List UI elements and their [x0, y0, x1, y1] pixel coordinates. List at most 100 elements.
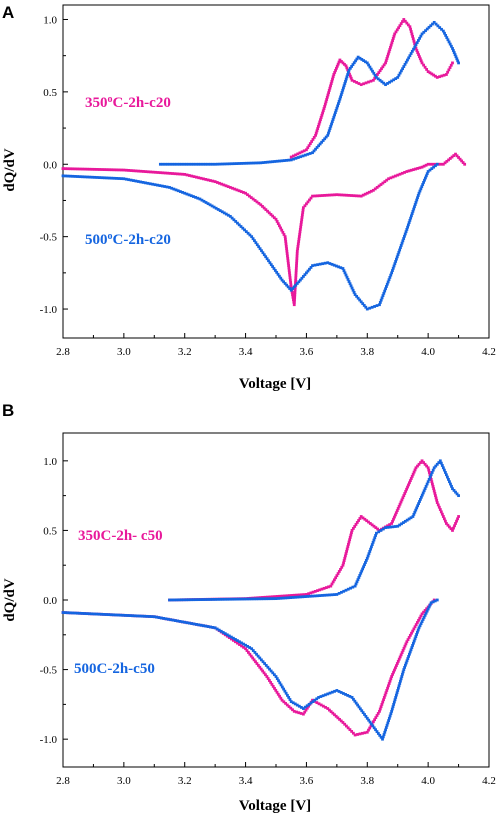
data-point-series-500 [375, 730, 379, 733]
data-point-series-500 [425, 27, 429, 31]
data-point-series-350 [283, 594, 286, 598]
data-point-series-500 [330, 122, 333, 126]
data-point-series-500 [361, 567, 365, 571]
data-point-series-350 [294, 153, 297, 157]
data-point-series-500 [229, 635, 233, 639]
y-tick-label: -1.0 [40, 304, 58, 316]
data-point-series-350 [261, 205, 264, 208]
data-point-series-350 [434, 496, 438, 500]
data-point-series-500 [341, 267, 345, 270]
data-point-series-350 [132, 169, 135, 173]
data-point-series-350 [168, 171, 172, 175]
data-point-series-500 [248, 646, 252, 649]
data-point-series-350 [391, 175, 395, 179]
data-point-series-500 [300, 276, 304, 280]
data-point-series-350 [226, 185, 230, 188]
data-point-series-350 [345, 66, 349, 70]
data-point-series-500 [223, 162, 227, 166]
data-point-series-350 [443, 519, 447, 523]
data-point-series-500 [352, 697, 355, 701]
data-point-series-500 [398, 682, 402, 685]
data-point-series-500 [213, 626, 217, 630]
data-point-series-500 [434, 22, 438, 26]
data-point-series-350 [296, 152, 300, 156]
data-point-series-350 [425, 607, 429, 611]
data-point-series-500 [436, 24, 440, 28]
x-tick-label: 2.8 [56, 346, 70, 358]
data-point-series-500 [411, 644, 415, 647]
data-point-series-350 [282, 233, 286, 236]
data-point-series-500 [418, 189, 422, 193]
data-point-series-350 [289, 706, 293, 710]
data-point-series-500 [153, 183, 157, 187]
data-point-series-500 [266, 160, 270, 164]
data-point-series-500 [250, 235, 254, 239]
data-point-series-500 [341, 88, 345, 92]
data-point-series-500 [348, 282, 352, 286]
data-point-series-500 [428, 603, 432, 607]
data-point-series-350 [389, 43, 393, 47]
data-point-series-500 [351, 585, 355, 589]
data-point-series-350 [344, 64, 348, 68]
data-point-series-500 [417, 191, 421, 195]
data-point-series-500 [324, 693, 327, 697]
data-point-series-350 [298, 228, 302, 231]
data-point-series-350 [187, 174, 191, 177]
data-point-series-500 [340, 91, 344, 94]
data-point-series-350 [269, 213, 273, 216]
data-point-series-500 [399, 677, 403, 681]
data-point-series-500 [356, 703, 360, 707]
data-point-series-500 [246, 644, 249, 648]
data-point-series-350 [315, 194, 319, 198]
data-point-series-350 [349, 533, 353, 537]
data-point-series-350 [403, 19, 407, 23]
data-point-series-500 [192, 195, 195, 198]
data-point-series-350 [384, 59, 388, 63]
data-point-series-500 [299, 705, 303, 709]
data-point-series-500 [361, 302, 365, 306]
data-point-series-350 [313, 194, 317, 198]
x-tick-label: 4.2 [482, 775, 496, 787]
data-point-series-500 [311, 151, 314, 155]
data-point-series-350 [166, 171, 170, 175]
data-point-series-500 [243, 228, 246, 232]
data-point-series-350 [115, 168, 118, 172]
data-point-series-500 [410, 212, 414, 215]
data-point-series-500 [412, 47, 415, 51]
data-point-series-500 [256, 654, 260, 658]
data-point-series-500 [206, 625, 210, 628]
data-point-series-500 [162, 617, 166, 620]
data-point-series-500 [408, 652, 411, 656]
data-point-series-500 [384, 728, 387, 732]
data-point-series-500 [393, 525, 397, 528]
data-point-series-350 [289, 285, 293, 289]
data-point-series-350 [308, 142, 312, 145]
data-point-series-500 [443, 471, 447, 474]
data-point-series-350 [245, 649, 249, 652]
data-point-series-500 [425, 482, 429, 486]
data-point-series-350 [242, 645, 245, 649]
data-point-series-350 [361, 516, 365, 520]
data-point-series-500 [129, 178, 133, 182]
data-point-series-350 [406, 23, 410, 27]
data-point-series-500 [98, 176, 101, 179]
data-point-series-350 [398, 24, 402, 28]
data-point-series-500 [265, 257, 269, 261]
data-point-series-350 [95, 168, 99, 171]
data-point-series-350 [348, 535, 352, 539]
data-point-series-350 [402, 646, 406, 650]
data-point-series-350 [293, 291, 297, 294]
data-point-series-500 [234, 638, 237, 641]
data-point-series-500 [68, 174, 72, 178]
data-point-series-500 [148, 182, 152, 186]
data-point-series-500 [415, 633, 419, 636]
x-tick-label: 4.2 [482, 346, 496, 358]
data-point-series-500 [197, 162, 200, 166]
data-point-series-350 [457, 515, 460, 518]
data-point-series-350 [336, 572, 340, 575]
data-point-series-500 [232, 218, 236, 222]
data-point-series-500 [92, 612, 96, 616]
data-point-series-500 [427, 605, 431, 609]
data-point-series-350 [280, 698, 284, 702]
data-point-series-500 [71, 611, 75, 615]
